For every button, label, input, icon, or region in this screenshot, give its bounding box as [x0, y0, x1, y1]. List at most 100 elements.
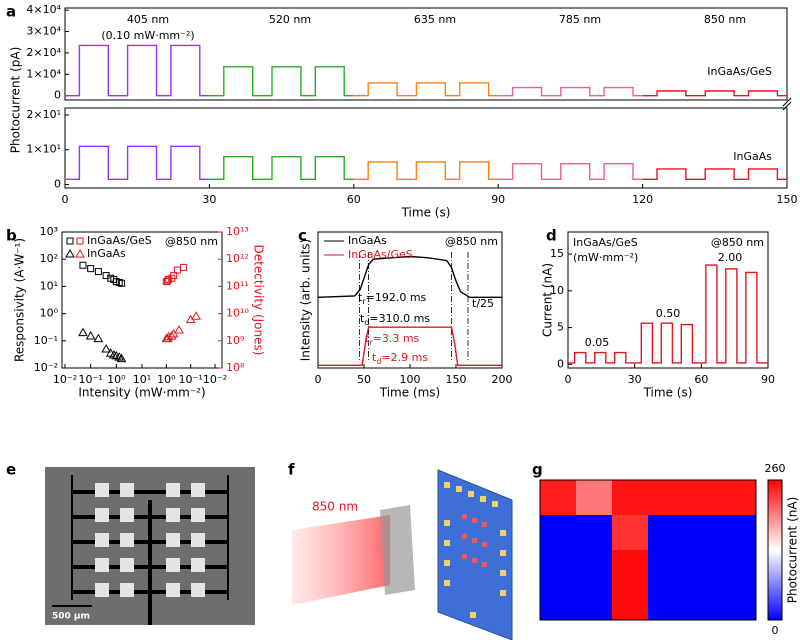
- heatmap-cell: [648, 550, 685, 586]
- chip-pads: [444, 482, 506, 618]
- annotation: @850 nm: [711, 236, 764, 249]
- y-axis-label: Current (nA): [541, 263, 555, 337]
- point: [115, 278, 123, 286]
- x-tick-label: 30: [202, 193, 216, 206]
- heatmap-cell: [540, 550, 577, 586]
- heatmap-cell: [720, 585, 757, 621]
- annotation: 520 nm: [269, 13, 311, 26]
- heatmap-cell: [648, 480, 685, 516]
- panel-label: a: [6, 3, 16, 21]
- y-tick-label: 10: [550, 284, 564, 297]
- pads: [95, 483, 205, 597]
- axes-frame: [539, 479, 757, 621]
- beam-label: 850 nm: [312, 500, 358, 514]
- panel-label: g: [532, 461, 543, 479]
- series-line: [209, 156, 354, 180]
- heatmap-cell: [612, 480, 649, 516]
- series-line: [209, 66, 354, 97]
- point: [78, 327, 88, 337]
- heatmap-cell: [648, 585, 685, 621]
- series-line: [568, 264, 768, 364]
- x-tick-label: 100: [400, 373, 421, 386]
- x-tick-label: 10⁰: [107, 373, 126, 386]
- point: [108, 350, 119, 359]
- y-axis-label: Intensity (arb. units): [299, 239, 313, 361]
- annotation-sub: d: [364, 318, 369, 327]
- heatmap-cell: [720, 480, 757, 516]
- heatmap-cell: [612, 550, 649, 586]
- legend-label: InGaAs: [348, 234, 387, 247]
- axes-frame: [64, 107, 788, 189]
- legend-label: InGaAs/GeS: [87, 234, 152, 247]
- axes-frame: [61, 231, 223, 369]
- annotation-sub: r: [369, 338, 373, 347]
- annotation: InGaAs/GeS: [707, 65, 772, 78]
- micrograph: 500 μm: [45, 467, 255, 625]
- y-tick-label: 2×10¹: [26, 108, 61, 121]
- annotation: (mW·mm⁻²): [573, 251, 638, 264]
- annotation: (0.10 mW·mm⁻²): [101, 29, 194, 42]
- point: [166, 331, 177, 340]
- x-tick-label: 90: [491, 193, 505, 206]
- legend-swatch: [65, 248, 75, 258]
- y-tick-label: 10³: [40, 225, 58, 238]
- annotation: td=2.9 ms: [372, 351, 428, 366]
- point: [87, 265, 95, 273]
- x-tick-label: 30: [628, 373, 642, 386]
- annotation: 2.00: [718, 251, 743, 264]
- annotation-part: =3.3 ms: [373, 332, 420, 345]
- panel-label: c: [298, 227, 307, 245]
- annotation: 785 nm: [559, 13, 601, 26]
- annotation: t/25: [472, 297, 494, 310]
- point: [93, 333, 104, 343]
- x-tick-label: 150: [446, 373, 467, 386]
- colorbar-label: Photocurrent (nA): [786, 497, 800, 604]
- point: [170, 272, 178, 280]
- x-axis-label: Intensity (mW·mm⁻²): [78, 386, 205, 400]
- heatmap-cell: [684, 515, 721, 551]
- y2-tick-label: 10¹⁰: [226, 307, 249, 320]
- chip-pixels: [462, 514, 487, 567]
- annotation: 850 nm: [704, 13, 746, 26]
- series-line: [65, 145, 210, 180]
- x-tick-label: 0: [565, 373, 572, 386]
- annotation: tr=3.3 ms: [365, 332, 420, 347]
- y2-tick-label: 10¹³: [226, 225, 249, 238]
- x-tick-label: 60: [694, 373, 708, 386]
- panel-label: b: [6, 227, 17, 245]
- point: [191, 311, 201, 320]
- x-tick-label: 200: [492, 373, 513, 386]
- series-line: [65, 44, 210, 97]
- annotation: @850 nm: [165, 235, 218, 248]
- annotation-part: =192.0 ms: [366, 291, 427, 304]
- annotation-part: t: [372, 351, 377, 364]
- point: [163, 331, 174, 341]
- x-tick-label: 0: [62, 193, 69, 206]
- point: [85, 331, 96, 340]
- series-line: [317, 255, 502, 298]
- annotation: 635 nm: [414, 13, 456, 26]
- x-tick-label: 10⁻¹: [79, 373, 103, 386]
- x-tick-label: 90: [761, 373, 775, 386]
- annotation: InGaAs/GeS: [573, 236, 638, 249]
- x-axis-label: Time (ms): [379, 386, 441, 400]
- heatmap-cell: [684, 550, 721, 586]
- colorbar-tick-label: 260: [765, 462, 786, 475]
- y-tick-label: 1×10¹: [26, 143, 61, 156]
- point: [94, 268, 102, 276]
- heatmap-cell: [576, 550, 613, 586]
- heatmap-cell: [576, 480, 613, 516]
- y-tick-label: 4×10⁴: [26, 3, 61, 16]
- heatmap-cell: [684, 585, 721, 621]
- y2-tick-label: 10⁸: [226, 361, 245, 374]
- y2-axis-label: Detectivity (Jones): [252, 245, 266, 356]
- axis-break: [782, 97, 792, 111]
- point: [101, 343, 111, 353]
- x-tick-label: 60: [347, 193, 361, 206]
- heatmap-cell: [612, 585, 649, 621]
- annotation-sub: r: [362, 297, 366, 306]
- heatmap-cell: [540, 585, 577, 621]
- legend-swatch: [75, 248, 85, 258]
- annotation: 0.05: [585, 336, 610, 349]
